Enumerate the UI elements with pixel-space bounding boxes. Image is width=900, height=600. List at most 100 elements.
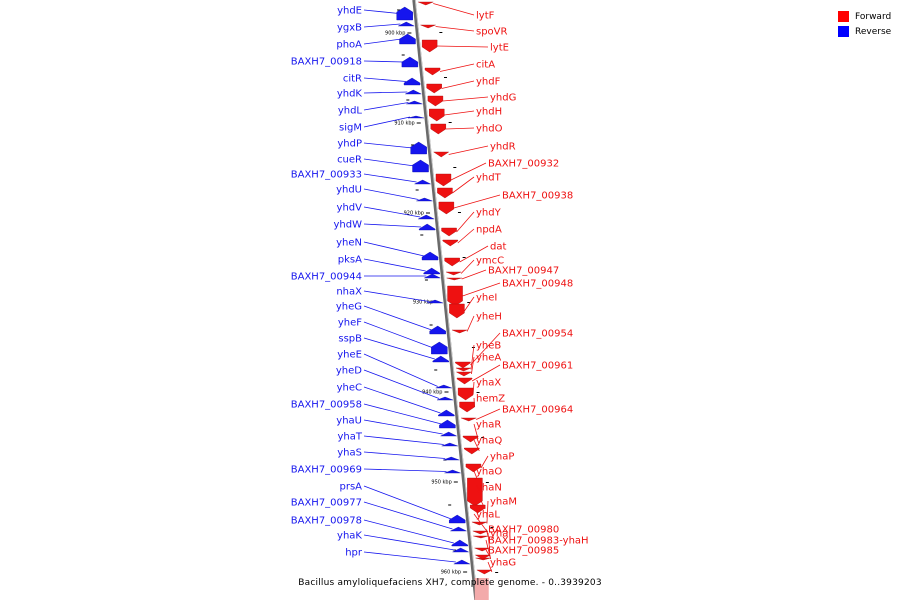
reverse-gene-label[interactable]: cueR bbox=[337, 155, 362, 166]
forward-gene-label[interactable]: yhaP bbox=[490, 452, 514, 463]
forward-gene-label[interactable]: yhaM bbox=[490, 497, 517, 508]
reverse-gene-glyph[interactable] bbox=[426, 299, 444, 304]
forward-gene-label[interactable]: lytF bbox=[476, 11, 495, 22]
forward-gene-label[interactable]: hemZ bbox=[476, 394, 505, 405]
forward-gene-glyph[interactable] bbox=[433, 151, 450, 158]
reverse-gene-label[interactable]: yhdE bbox=[337, 6, 362, 17]
reverse-gene-label[interactable]: citR bbox=[343, 74, 362, 85]
forward-gene-label[interactable]: yhdT bbox=[476, 173, 502, 184]
forward-gene-glyph[interactable] bbox=[421, 39, 438, 53]
reverse-gene-glyph[interactable] bbox=[399, 33, 416, 45]
reverse-gene-glyph[interactable] bbox=[401, 56, 419, 68]
reverse-gene-label[interactable]: yheE bbox=[337, 350, 362, 361]
forward-gene-label[interactable]: spoVR bbox=[476, 27, 508, 38]
forward-gene-glyph[interactable] bbox=[467, 477, 483, 507]
forward-gene-glyph[interactable] bbox=[429, 108, 445, 122]
forward-gene-glyph[interactable] bbox=[473, 535, 489, 539]
reverse-gene-glyph[interactable] bbox=[414, 179, 431, 185]
forward-gene-glyph[interactable] bbox=[418, 1, 434, 6]
forward-gene-label[interactable]: yhdO bbox=[476, 124, 503, 135]
forward-gene-glyph[interactable] bbox=[472, 530, 488, 535]
forward-gene-label[interactable]: yhaL bbox=[476, 510, 500, 521]
forward-gene-label[interactable]: ymcC bbox=[476, 256, 504, 267]
reverse-gene-glyph[interactable] bbox=[444, 469, 461, 474]
reverse-gene-label[interactable]: ygxB bbox=[337, 23, 362, 34]
forward-gene-glyph[interactable] bbox=[475, 554, 491, 560]
forward-gene-label[interactable]: yhaI bbox=[490, 529, 511, 540]
reverse-gene-label[interactable]: yhdL bbox=[338, 106, 363, 117]
forward-gene-glyph[interactable] bbox=[435, 173, 452, 187]
forward-gene-glyph[interactable] bbox=[462, 435, 479, 443]
reverse-gene-label[interactable]: BAXH7_00969 bbox=[291, 465, 362, 476]
forward-gene-label[interactable]: yhdR bbox=[490, 142, 516, 153]
reverse-gene-label[interactable]: BAXH7_00918 bbox=[291, 57, 362, 68]
forward-gene-glyph[interactable] bbox=[437, 187, 453, 199]
reverse-gene-label[interactable]: yheG bbox=[336, 302, 362, 313]
reverse-gene-glyph[interactable] bbox=[435, 384, 452, 389]
reverse-gene-glyph[interactable] bbox=[418, 223, 436, 231]
forward-gene-label[interactable]: yheH bbox=[476, 312, 502, 323]
forward-gene-label[interactable]: dat bbox=[490, 242, 506, 253]
forward-gene-label[interactable]: npdA bbox=[476, 225, 502, 236]
forward-gene-label[interactable]: yhdH bbox=[476, 107, 502, 118]
forward-gene-label[interactable]: BAXH7_00954 bbox=[502, 329, 573, 340]
reverse-gene-label[interactable]: yheC bbox=[337, 383, 362, 394]
reverse-gene-glyph[interactable] bbox=[439, 419, 456, 429]
reverse-gene-glyph[interactable] bbox=[421, 251, 439, 261]
forward-gene-label[interactable]: yhaG bbox=[490, 558, 516, 569]
reverse-gene-glyph[interactable] bbox=[424, 273, 441, 279]
forward-gene-label[interactable]: BAXH7_00948 bbox=[502, 279, 573, 290]
reverse-gene-label[interactable]: yhaS bbox=[337, 448, 362, 459]
reverse-gene-glyph[interactable] bbox=[410, 141, 427, 155]
reverse-gene-label[interactable]: BAXH7_00978 bbox=[291, 516, 362, 527]
reverse-gene-label[interactable]: phoA bbox=[336, 40, 362, 51]
forward-gene-glyph[interactable] bbox=[426, 83, 442, 94]
forward-gene-glyph[interactable] bbox=[476, 569, 492, 575]
forward-gene-label[interactable]: yhdY bbox=[476, 208, 502, 219]
forward-gene-label[interactable]: yhdG bbox=[490, 93, 516, 104]
forward-gene-label[interactable]: lytE bbox=[490, 43, 509, 54]
reverse-gene-label[interactable]: yheF bbox=[338, 318, 362, 329]
reverse-gene-glyph[interactable] bbox=[405, 89, 422, 95]
reverse-gene-glyph[interactable] bbox=[432, 355, 449, 363]
reverse-gene-glyph[interactable] bbox=[429, 325, 446, 335]
reverse-gene-label[interactable]: yhaU bbox=[336, 416, 362, 427]
forward-gene-glyph[interactable] bbox=[465, 463, 482, 473]
reverse-gene-glyph[interactable] bbox=[449, 514, 466, 524]
forward-gene-glyph[interactable] bbox=[455, 361, 471, 369]
forward-gene-glyph[interactable] bbox=[446, 271, 462, 276]
forward-gene-label[interactable]: BAXH7_00938 bbox=[502, 191, 573, 202]
forward-gene-label[interactable]: BAXH7_00961 bbox=[502, 361, 573, 372]
reverse-gene-label[interactable]: sspB bbox=[338, 334, 362, 345]
forward-gene-glyph[interactable] bbox=[442, 239, 458, 247]
forward-gene-glyph[interactable] bbox=[452, 329, 468, 334]
forward-gene-label[interactable]: BAXH7_00985 bbox=[488, 546, 559, 557]
reverse-gene-glyph[interactable] bbox=[440, 431, 457, 437]
reverse-gene-glyph[interactable] bbox=[418, 214, 435, 220]
forward-gene-glyph[interactable] bbox=[427, 95, 444, 107]
reverse-gene-label[interactable]: yheN bbox=[336, 238, 362, 249]
reverse-gene-label[interactable]: yhdV bbox=[337, 203, 363, 214]
forward-gene-label[interactable]: citA bbox=[476, 60, 495, 71]
reverse-gene-label[interactable]: pksA bbox=[338, 255, 362, 266]
forward-gene-glyph[interactable] bbox=[424, 67, 441, 76]
forward-gene-glyph[interactable] bbox=[456, 377, 473, 385]
reverse-gene-label[interactable]: yhaK bbox=[337, 531, 362, 542]
reverse-gene-label[interactable]: yhdK bbox=[337, 89, 363, 100]
forward-gene-glyph[interactable] bbox=[441, 227, 457, 237]
reverse-gene-label[interactable]: hpr bbox=[345, 548, 363, 559]
forward-gene-glyph[interactable] bbox=[459, 401, 475, 413]
reverse-gene-label[interactable]: nhaX bbox=[336, 287, 362, 298]
reverse-gene-glyph[interactable] bbox=[436, 396, 454, 401]
forward-gene-label[interactable]: BAXH7_00983-yhaH bbox=[488, 536, 589, 547]
reverse-gene-label[interactable]: BAXH7_00958 bbox=[291, 400, 362, 411]
forward-gene-glyph[interactable] bbox=[464, 447, 480, 455]
forward-gene-label[interactable]: BAXH7_00947 bbox=[488, 266, 559, 277]
reverse-gene-glyph[interactable] bbox=[403, 77, 421, 86]
forward-gene-label[interactable]: yhdF bbox=[476, 77, 501, 88]
forward-gene-glyph[interactable] bbox=[455, 367, 472, 372]
forward-gene-label[interactable]: BAXH7_00932 bbox=[488, 159, 559, 170]
reverse-gene-label[interactable]: prsA bbox=[339, 482, 362, 493]
forward-gene-label[interactable]: yhaO bbox=[476, 467, 502, 478]
forward-gene-label[interactable]: BAXH7_00980 bbox=[488, 525, 559, 536]
